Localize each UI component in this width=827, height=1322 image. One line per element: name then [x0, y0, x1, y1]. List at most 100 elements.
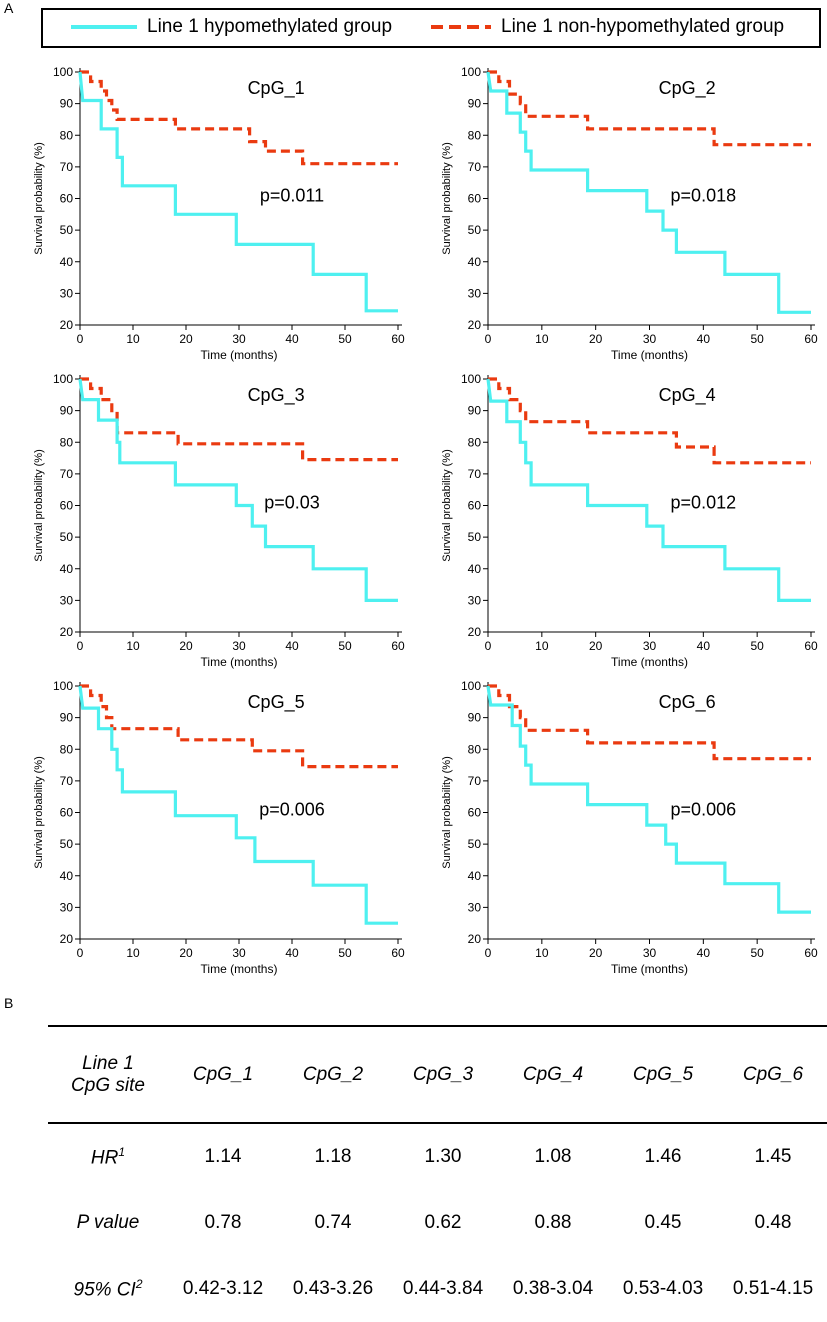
series-hypomethylated-line	[486, 71, 811, 314]
row-label-hr: HR1	[48, 1123, 168, 1190]
header-line1: Line 1	[82, 1052, 134, 1074]
table-header-row: Line 1 CpG site CpG_1 CpG_2 CpG_3 CpG_4 …	[48, 1025, 827, 1124]
y-tick-label: 20	[468, 318, 482, 332]
x-tick-label: 40	[697, 946, 711, 960]
x-tick-label: 20	[179, 639, 193, 653]
y-tick-label: 70	[60, 160, 74, 174]
y-tick-label: 70	[468, 160, 482, 174]
x-axis-label: Time (months)	[201, 655, 278, 669]
series-non-hypomethylated-line	[80, 684, 398, 769]
x-tick-label: 0	[485, 946, 492, 960]
y-tick-label: 70	[468, 774, 482, 788]
y-tick-label: 80	[60, 128, 74, 142]
y-axis-label: Survival probability (%)	[33, 756, 45, 868]
table-header-cell: CpG_1	[168, 1025, 278, 1124]
y-tick-label: 100	[53, 372, 73, 386]
x-tick-label: 10	[126, 639, 140, 653]
km-chart-cpg-2: 20 30 40 50 60 70 80 90 100 0 10 20 30 40 50 60 Time (mo…	[441, 65, 818, 362]
y-tick-label: 70	[60, 467, 74, 481]
y-tick-label: 60	[60, 806, 74, 820]
x-tick-label: 0	[485, 332, 492, 346]
table-cell: 1.18	[314, 1146, 352, 1167]
y-tick-label: 90	[60, 97, 74, 111]
legend-swatch-dashed-line	[431, 25, 491, 29]
table-row: HR1 1.14 1.18 1.30 1.08 1.46 1.45	[48, 1123, 827, 1190]
x-tick-label: 30	[232, 332, 246, 346]
series-hypomethylated-line	[486, 685, 811, 914]
x-tick-label: 10	[535, 332, 549, 346]
y-tick-label: 100	[461, 65, 481, 79]
y-tick-label: 60	[60, 499, 74, 513]
p-value-annotation: p=0.012	[671, 493, 737, 513]
x-tick-label: 20	[179, 332, 193, 346]
table-cell: 0.44-3.84	[402, 1278, 484, 1299]
y-tick-label: 100	[461, 679, 481, 693]
y-tick-label: 50	[60, 223, 74, 237]
y-tick-label: 80	[60, 435, 74, 449]
x-tick-label: 60	[804, 639, 818, 653]
y-tick-label: 30	[468, 900, 482, 914]
chart-title: CpG_6	[659, 692, 716, 713]
y-tick-label: 20	[60, 625, 74, 639]
x-axis-label: Time (months)	[201, 348, 278, 362]
y-tick-label: 40	[60, 562, 74, 576]
y-tick-label: 60	[468, 192, 482, 206]
y-tick-label: 80	[468, 128, 482, 142]
p-value-annotation: p=0.006	[259, 800, 325, 820]
y-tick-label: 100	[53, 679, 73, 693]
x-tick-label: 10	[126, 332, 140, 346]
series-hypomethylated-line	[486, 378, 811, 602]
x-tick-label: 50	[338, 639, 352, 653]
table-cell: 0.78	[204, 1212, 242, 1233]
x-tick-label: 60	[804, 946, 818, 960]
table-header-cell: CpG_6	[718, 1025, 827, 1124]
table-cell: 0.88	[534, 1212, 572, 1233]
chart-title: CpG_2	[659, 78, 716, 99]
footnote-marker: 1	[118, 1144, 126, 1159]
y-tick-label: 100	[461, 372, 481, 386]
y-tick-label: 40	[468, 562, 482, 576]
p-value-annotation: p=0.011	[260, 186, 324, 206]
y-tick-label: 80	[468, 742, 482, 756]
x-axis-label: Time (months)	[201, 962, 278, 976]
p-value-annotation: p=0.006	[671, 800, 737, 820]
x-tick-label: 40	[285, 946, 299, 960]
table-cell: 0.53-4.03	[622, 1278, 704, 1299]
y-tick-label: 40	[60, 255, 74, 269]
footnote-marker: 2	[135, 1276, 143, 1291]
y-tick-label: 90	[468, 404, 482, 418]
y-tick-label: 50	[468, 530, 482, 544]
x-tick-label: 60	[391, 639, 405, 653]
x-tick-label: 60	[391, 946, 405, 960]
row-label-text: P value	[76, 1212, 140, 1233]
x-tick-label: 50	[750, 639, 764, 653]
y-tick-label: 20	[60, 318, 74, 332]
y-tick-label: 30	[60, 900, 74, 914]
x-tick-label: 20	[179, 946, 193, 960]
table-row: P value 0.78 0.74 0.62 0.88 0.45 0.48	[48, 1190, 827, 1256]
row-label-text: 95% CI	[73, 1279, 136, 1301]
legend-item-non-hypomethylated: Line 1 non-hypomethylated group	[431, 16, 784, 38]
chart-title: CpG_1	[248, 78, 305, 99]
x-tick-label: 20	[589, 639, 603, 653]
series-non-hypomethylated-line	[488, 684, 811, 761]
table-cell: 1.45	[754, 1146, 792, 1167]
table-cell: 1.08	[534, 1146, 572, 1167]
x-tick-label: 40	[697, 639, 711, 653]
x-tick-label: 60	[804, 332, 818, 346]
y-tick-label: 20	[468, 625, 482, 639]
x-tick-label: 10	[126, 946, 140, 960]
header-line2: CpG site	[71, 1074, 145, 1096]
x-tick-label: 30	[232, 946, 246, 960]
y-axis-label: Survival probability (%)	[33, 449, 45, 561]
x-tick-label: 50	[750, 946, 764, 960]
hazard-ratio-table: Line 1 CpG site CpG_1 CpG_2 CpG_3 CpG_4 …	[48, 1025, 827, 1322]
series-non-hypomethylated-line	[80, 70, 398, 166]
legend-label-non-hypomethylated: Line 1 non-hypomethylated group	[501, 16, 785, 37]
x-tick-label: 10	[535, 946, 549, 960]
y-tick-label: 60	[60, 192, 74, 206]
x-tick-label: 20	[589, 946, 603, 960]
y-axis-label: Survival probability (%)	[441, 756, 453, 868]
y-tick-label: 20	[468, 932, 482, 946]
table-row: 95% CI2 0.42-3.12 0.43-3.26 0.44-3.84 0.…	[48, 1256, 827, 1322]
